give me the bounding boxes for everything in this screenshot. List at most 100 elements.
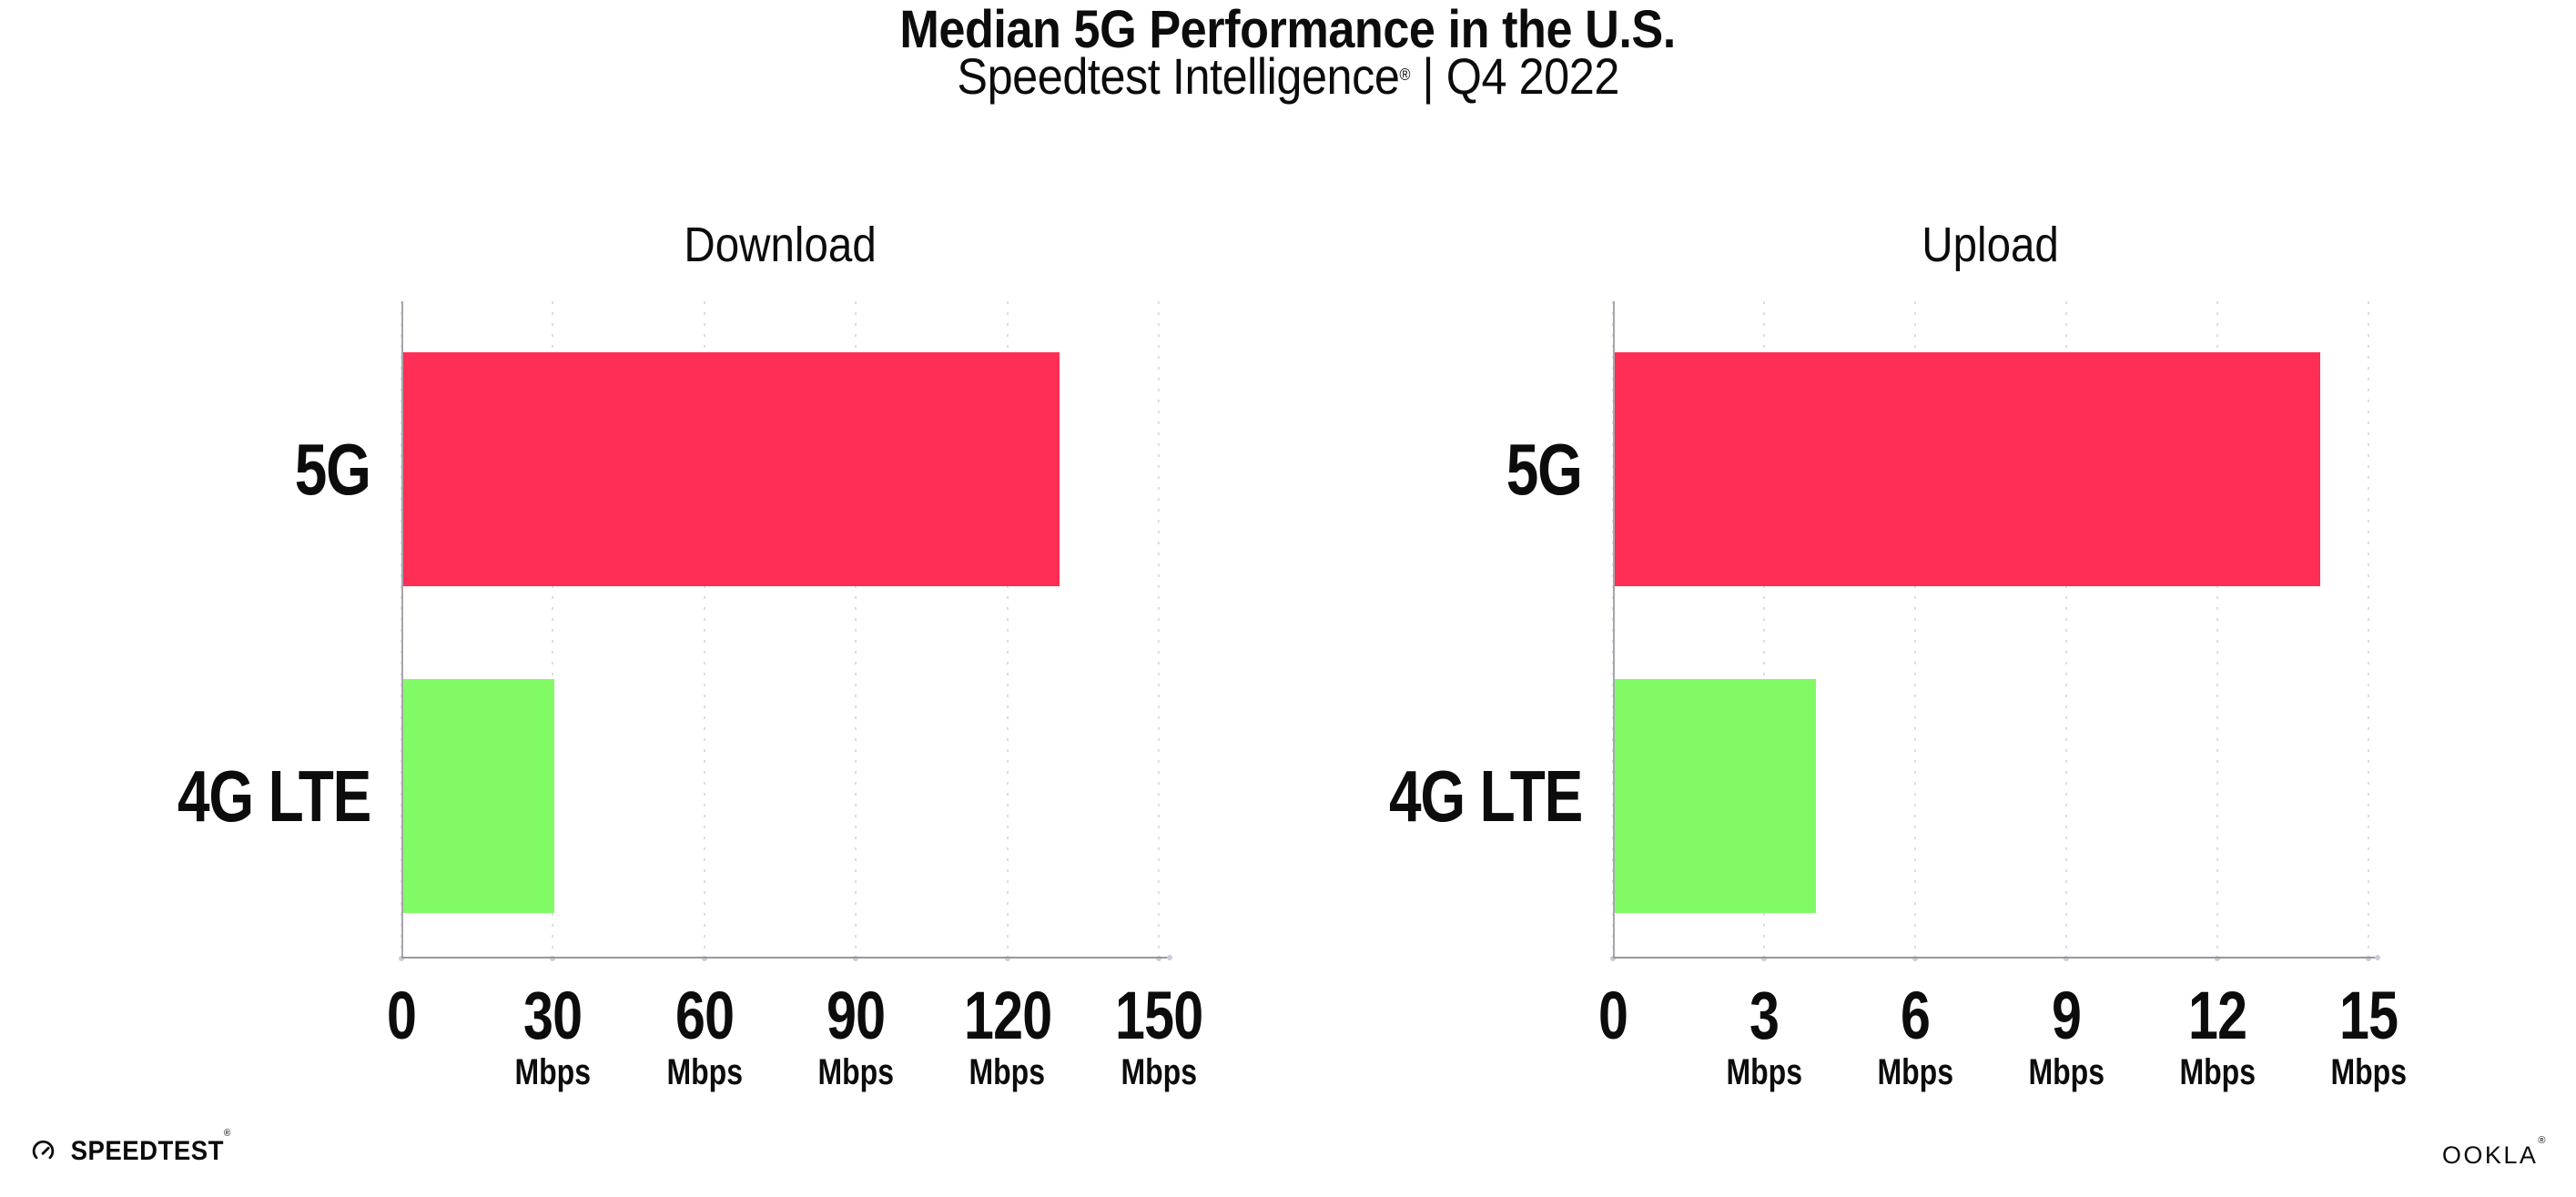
unit-text: Mbps xyxy=(1121,1052,1197,1092)
x-tick-unit-label: Mbps xyxy=(801,1053,910,1091)
speedtest-wordmark: SPEEDTEST® xyxy=(70,1128,231,1167)
axis-tick-dot xyxy=(1761,956,1767,961)
unit-text: Mbps xyxy=(2330,1052,2407,1092)
x-tick-label-90: 90 xyxy=(801,980,910,1051)
axis-end-dot xyxy=(2375,955,2380,960)
y-axis-spine xyxy=(1613,301,1615,959)
ookla-trademark-icon: ® xyxy=(2538,1135,2548,1146)
grid-line xyxy=(2065,301,2067,957)
x-tick-label-3: 3 xyxy=(1709,980,1819,1051)
x-tick-value: 120 xyxy=(963,978,1052,1053)
x-tick-label-0: 0 xyxy=(1558,980,1668,1051)
unit-text: Mbps xyxy=(2179,1052,2256,1092)
x-tick-unit-label: Mbps xyxy=(2163,1053,2272,1091)
chart-title-text: Download xyxy=(684,218,877,272)
x-tick-unit-label: Mbps xyxy=(498,1053,607,1091)
bar-4g-lte-upload xyxy=(1615,679,1817,913)
grid-line xyxy=(552,301,554,957)
x-axis-baseline xyxy=(401,957,1170,959)
unit-text: Mbps xyxy=(817,1052,894,1092)
chart-subtitle: Speedtest Intelligence® | Q4 2022 xyxy=(0,47,2576,106)
axis-tick-dot xyxy=(701,956,707,961)
unit-text: Mbps xyxy=(1877,1052,1953,1092)
category-label-5g: 5G xyxy=(0,428,371,511)
unit-text: Mbps xyxy=(514,1052,592,1092)
ookla-wordmark-text: OOKLA xyxy=(2441,1141,2539,1169)
x-tick-value: 0 xyxy=(386,978,417,1053)
chart-main-title-text: Median 5G Performance in the U.S. xyxy=(899,0,1677,59)
axis-tick-dot xyxy=(853,956,859,961)
subtitle-period: | Q4 2022 xyxy=(1409,47,1619,105)
x-tick-value: 12 xyxy=(2187,978,2247,1053)
x-tick-value: 15 xyxy=(2338,978,2399,1053)
grid-line xyxy=(1006,301,1009,957)
axis-tick-dot xyxy=(1156,956,1161,961)
download-chart-plot: 0 30 Mbps 60 Mbps 90 Mbps 120 Mbps 150 Mbps 5G 4G LT… xyxy=(177,301,1203,1091)
x-tick-label-60: 60 xyxy=(650,980,759,1051)
x-tick-value: 90 xyxy=(827,978,886,1053)
axis-tick-dot xyxy=(1004,956,1010,961)
x-tick-label-9: 9 xyxy=(2012,980,2121,1051)
axis-tick-dot xyxy=(550,956,556,961)
x-tick-value: 30 xyxy=(523,978,583,1053)
x-tick-label-120: 120 xyxy=(953,980,1062,1051)
unit-text: Mbps xyxy=(2028,1052,2104,1092)
x-tick-value: 3 xyxy=(1749,978,1780,1053)
x-tick-label-12: 12 xyxy=(2163,980,2272,1051)
category-label-4g-lte: 4G LTE xyxy=(1163,755,1583,837)
x-tick-unit-label: Mbps xyxy=(1709,1053,1819,1091)
bar-5g-upload xyxy=(1615,352,2320,586)
axis-tick-dot xyxy=(2366,956,2371,961)
grid-line xyxy=(1914,301,1916,957)
registered-trademark-icon: ® xyxy=(1399,66,1410,84)
unit-text: Mbps xyxy=(666,1052,743,1092)
category-label-5g: 5G xyxy=(1163,429,1583,511)
grid-line xyxy=(855,301,857,957)
x-tick-unit-label: Mbps xyxy=(2314,1053,2423,1091)
axis-end-dot xyxy=(1167,955,1172,960)
speedtest-wordmark-text: SPEEDTEST xyxy=(70,1136,224,1166)
chart-main-title: Median 5G Performance in the U.S. xyxy=(0,0,2576,60)
x-tick-unit-label: Mbps xyxy=(1104,1053,1213,1091)
x-tick-unit-label: Mbps xyxy=(2012,1053,2121,1091)
x-tick-label-6: 6 xyxy=(1861,980,1970,1051)
category-label-text: 5G xyxy=(295,428,371,510)
x-tick-value: 9 xyxy=(2051,978,2082,1053)
x-tick-unit-label: Mbps xyxy=(650,1053,759,1091)
x-tick-label-15: 15 xyxy=(2314,980,2423,1051)
axis-tick-dot xyxy=(2064,956,2069,961)
subtitle-brand: Speedtest Intelligence xyxy=(957,47,1400,105)
axis-tick-dot xyxy=(1912,956,1918,961)
x-tick-value: 60 xyxy=(674,978,735,1053)
category-label-text: 4G LTE xyxy=(177,755,371,837)
speedtest-trademark-icon: ® xyxy=(223,1128,231,1139)
category-label-4g-lte: 4G LTE xyxy=(0,755,371,837)
grid-line xyxy=(1763,301,1765,957)
chart-subtitle-text: Speedtest Intelligence® | Q4 2022 xyxy=(957,47,1619,106)
category-label-text: 4G LTE xyxy=(1388,755,1583,837)
x-axis-baseline xyxy=(1613,957,2378,959)
unit-text: Mbps xyxy=(969,1052,1046,1092)
bar-4g-lte-download xyxy=(403,679,555,913)
upload-chart-plot: 0 3 Mbps 6 Mbps 9 Mbps 12 Mbps 15 Mbps 5G 4G LTE xyxy=(1389,301,2407,1091)
gauge-icon xyxy=(32,1140,55,1159)
x-tick-label-150: 150 xyxy=(1104,980,1213,1051)
x-tick-value: 0 xyxy=(1597,978,1628,1053)
x-tick-unit-label: Mbps xyxy=(1861,1053,1970,1091)
axis-tick-dot xyxy=(2215,956,2220,961)
y-axis-spine xyxy=(401,301,403,959)
grid-line xyxy=(1158,301,1160,957)
speedtest-logo: SPEEDTEST® xyxy=(31,1128,238,1167)
axis-tick-dot xyxy=(399,956,404,961)
chart-title-download: Download xyxy=(461,217,1099,273)
x-tick-label-30: 30 xyxy=(498,980,607,1051)
x-tick-value: 150 xyxy=(1115,978,1203,1053)
ookla-logo: OOKLA® xyxy=(2441,1135,2548,1170)
chart-title-text: Upload xyxy=(1922,218,2060,272)
bar-5g-download xyxy=(403,352,1060,586)
chart-title-upload: Upload xyxy=(1672,217,2309,273)
grid-line xyxy=(2368,301,2369,957)
x-tick-unit-label: Mbps xyxy=(953,1053,1062,1091)
unit-text: Mbps xyxy=(1726,1052,1802,1092)
